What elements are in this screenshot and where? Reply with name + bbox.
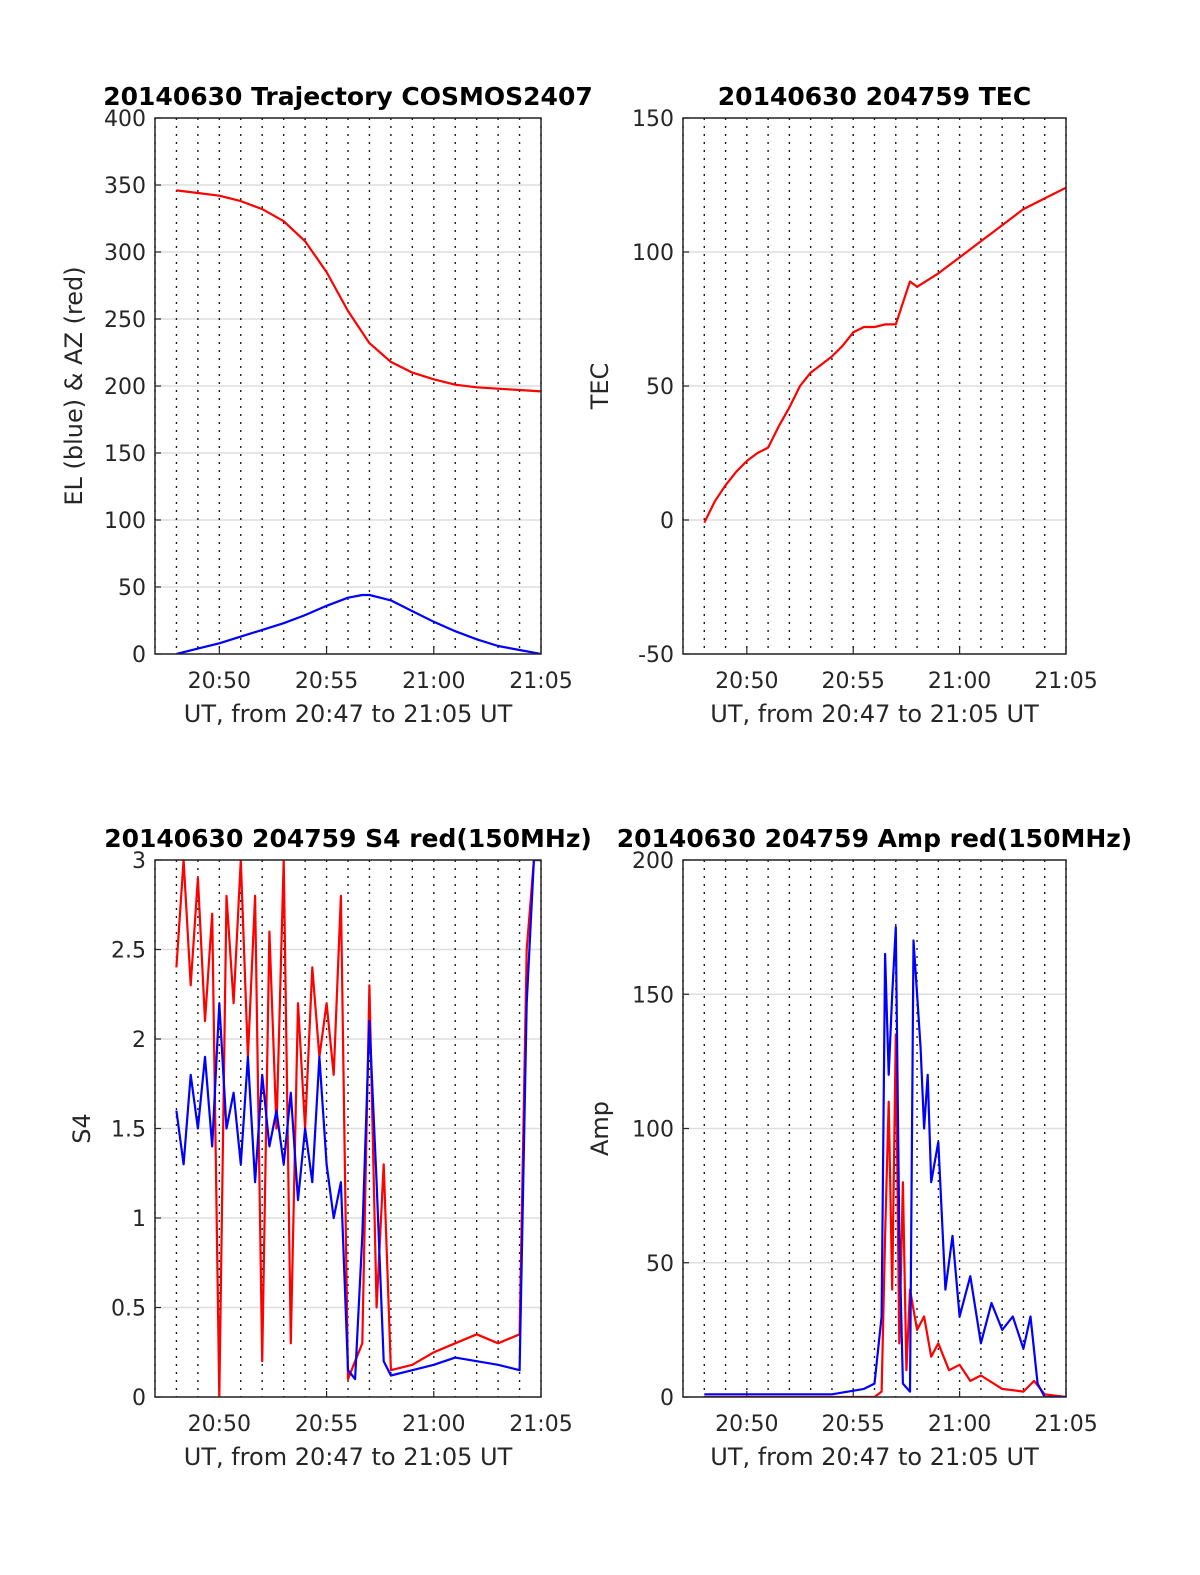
chart-title: 20140630 204759 Amp red(150MHz) <box>617 824 1133 853</box>
x-tick-label: 20:55 <box>822 669 885 694</box>
x-tick-label: 20:55 <box>295 1412 358 1437</box>
y-tick-label: 1 <box>132 1207 146 1232</box>
y-tick-label: 0 <box>132 643 146 668</box>
y-tick-label: 200 <box>632 849 674 874</box>
x-tick-label: 20:50 <box>715 669 778 694</box>
x-tick-label: 21:00 <box>402 669 465 694</box>
y-tick-label: 250 <box>104 308 146 333</box>
series-line-1 <box>703 186 1066 524</box>
series-line-1 <box>704 1033 1066 1397</box>
x-axis-label: UT, from 20:47 to 21:05 UT <box>710 700 1039 728</box>
y-tick-label: 350 <box>104 174 146 199</box>
chart-panel-2: -50 0 50 100 150 20:50 20:55 21:00 21:05 20140630… <box>586 82 1098 728</box>
y-tick-label: 150 <box>632 107 674 132</box>
x-tick-label: 21:00 <box>928 669 991 694</box>
x-tick-label: 20:50 <box>188 1412 251 1437</box>
x-axis-label: UT, from 20:47 to 21:05 UT <box>710 1443 1039 1471</box>
y-axis-label: Amp <box>586 1101 614 1156</box>
axes-frame <box>682 859 1067 1398</box>
y-tick-label: -50 <box>638 643 674 668</box>
chart-title: 20140630 Trajectory COSMOS2407 <box>103 82 593 111</box>
axes-frame <box>154 117 542 655</box>
y-tick-label: 150 <box>632 983 674 1008</box>
x-tick-label: 21:05 <box>1034 1412 1097 1437</box>
x-tick-label: 21:05 <box>509 1412 572 1437</box>
series-line-2 <box>704 926 1066 1397</box>
x-tick-label: 21:05 <box>509 669 572 694</box>
y-tick-label: 3 <box>132 849 146 874</box>
y-tick-label: 100 <box>632 241 674 266</box>
y-axis-label: S4 <box>68 1113 96 1144</box>
x-axis-label: UT, from 20:47 to 21:05 UT <box>184 1443 513 1471</box>
y-tick-label: 2 <box>132 1028 146 1053</box>
chart-title: 20140630 204759 S4 red(150MHz) <box>104 824 592 853</box>
y-tick-label: 100 <box>104 509 146 534</box>
y-tick-label: 0 <box>660 509 674 534</box>
y-tick-label: 0.5 <box>111 1297 146 1322</box>
x-tick-label: 20:50 <box>715 1412 778 1437</box>
axes-frame <box>682 117 1067 655</box>
x-axis-label: UT, from 20:47 to 21:05 UT <box>184 700 513 728</box>
series-line-2 <box>176 593 541 654</box>
x-tick-label: 20:55 <box>295 669 358 694</box>
x-tick-label: 20:50 <box>188 669 251 694</box>
x-tick-label: 21:00 <box>402 1412 465 1437</box>
chart-panel-4: 0 50 100 150 200 20:50 20:55 21:00 21:05 20140630… <box>586 824 1132 1471</box>
y-tick-label: 100 <box>632 1118 674 1143</box>
y-tick-label: 300 <box>104 241 146 266</box>
y-tick-label: 400 <box>104 107 146 132</box>
chart-panel-3: 0 0.5 1 1.5 2 2.5 3 20:50 20:55 21:00 21:05 2014063… <box>68 824 592 1471</box>
y-tick-label: 0 <box>660 1386 674 1411</box>
y-tick-label: 200 <box>104 375 146 400</box>
series-line-1 <box>175 860 541 1397</box>
y-tick-label: 1.5 <box>111 1118 146 1143</box>
y-tick-label: 50 <box>646 375 674 400</box>
y-tick-label: 50 <box>118 576 146 601</box>
series-line-1 <box>176 189 541 393</box>
y-axis-label: TEC <box>586 363 614 411</box>
x-tick-label: 21:00 <box>928 1412 991 1437</box>
chart-title: 20140630 204759 TEC <box>718 82 1031 111</box>
y-tick-label: 2.5 <box>111 939 146 964</box>
y-tick-label: 0 <box>132 1386 146 1411</box>
axes-frame <box>154 859 542 1398</box>
y-axis-label: EL (blue) & AZ (red) <box>60 266 88 505</box>
series-line-2 <box>175 860 541 1381</box>
chart-panel-1: 0 50 100 150 200 250 300 350 400 20:50 20:55 21:00 2… <box>60 82 593 728</box>
y-tick-label: 150 <box>104 442 146 467</box>
x-tick-label: 20:55 <box>822 1412 885 1437</box>
y-tick-label: 50 <box>646 1252 674 1277</box>
x-tick-label: 21:05 <box>1034 669 1097 694</box>
